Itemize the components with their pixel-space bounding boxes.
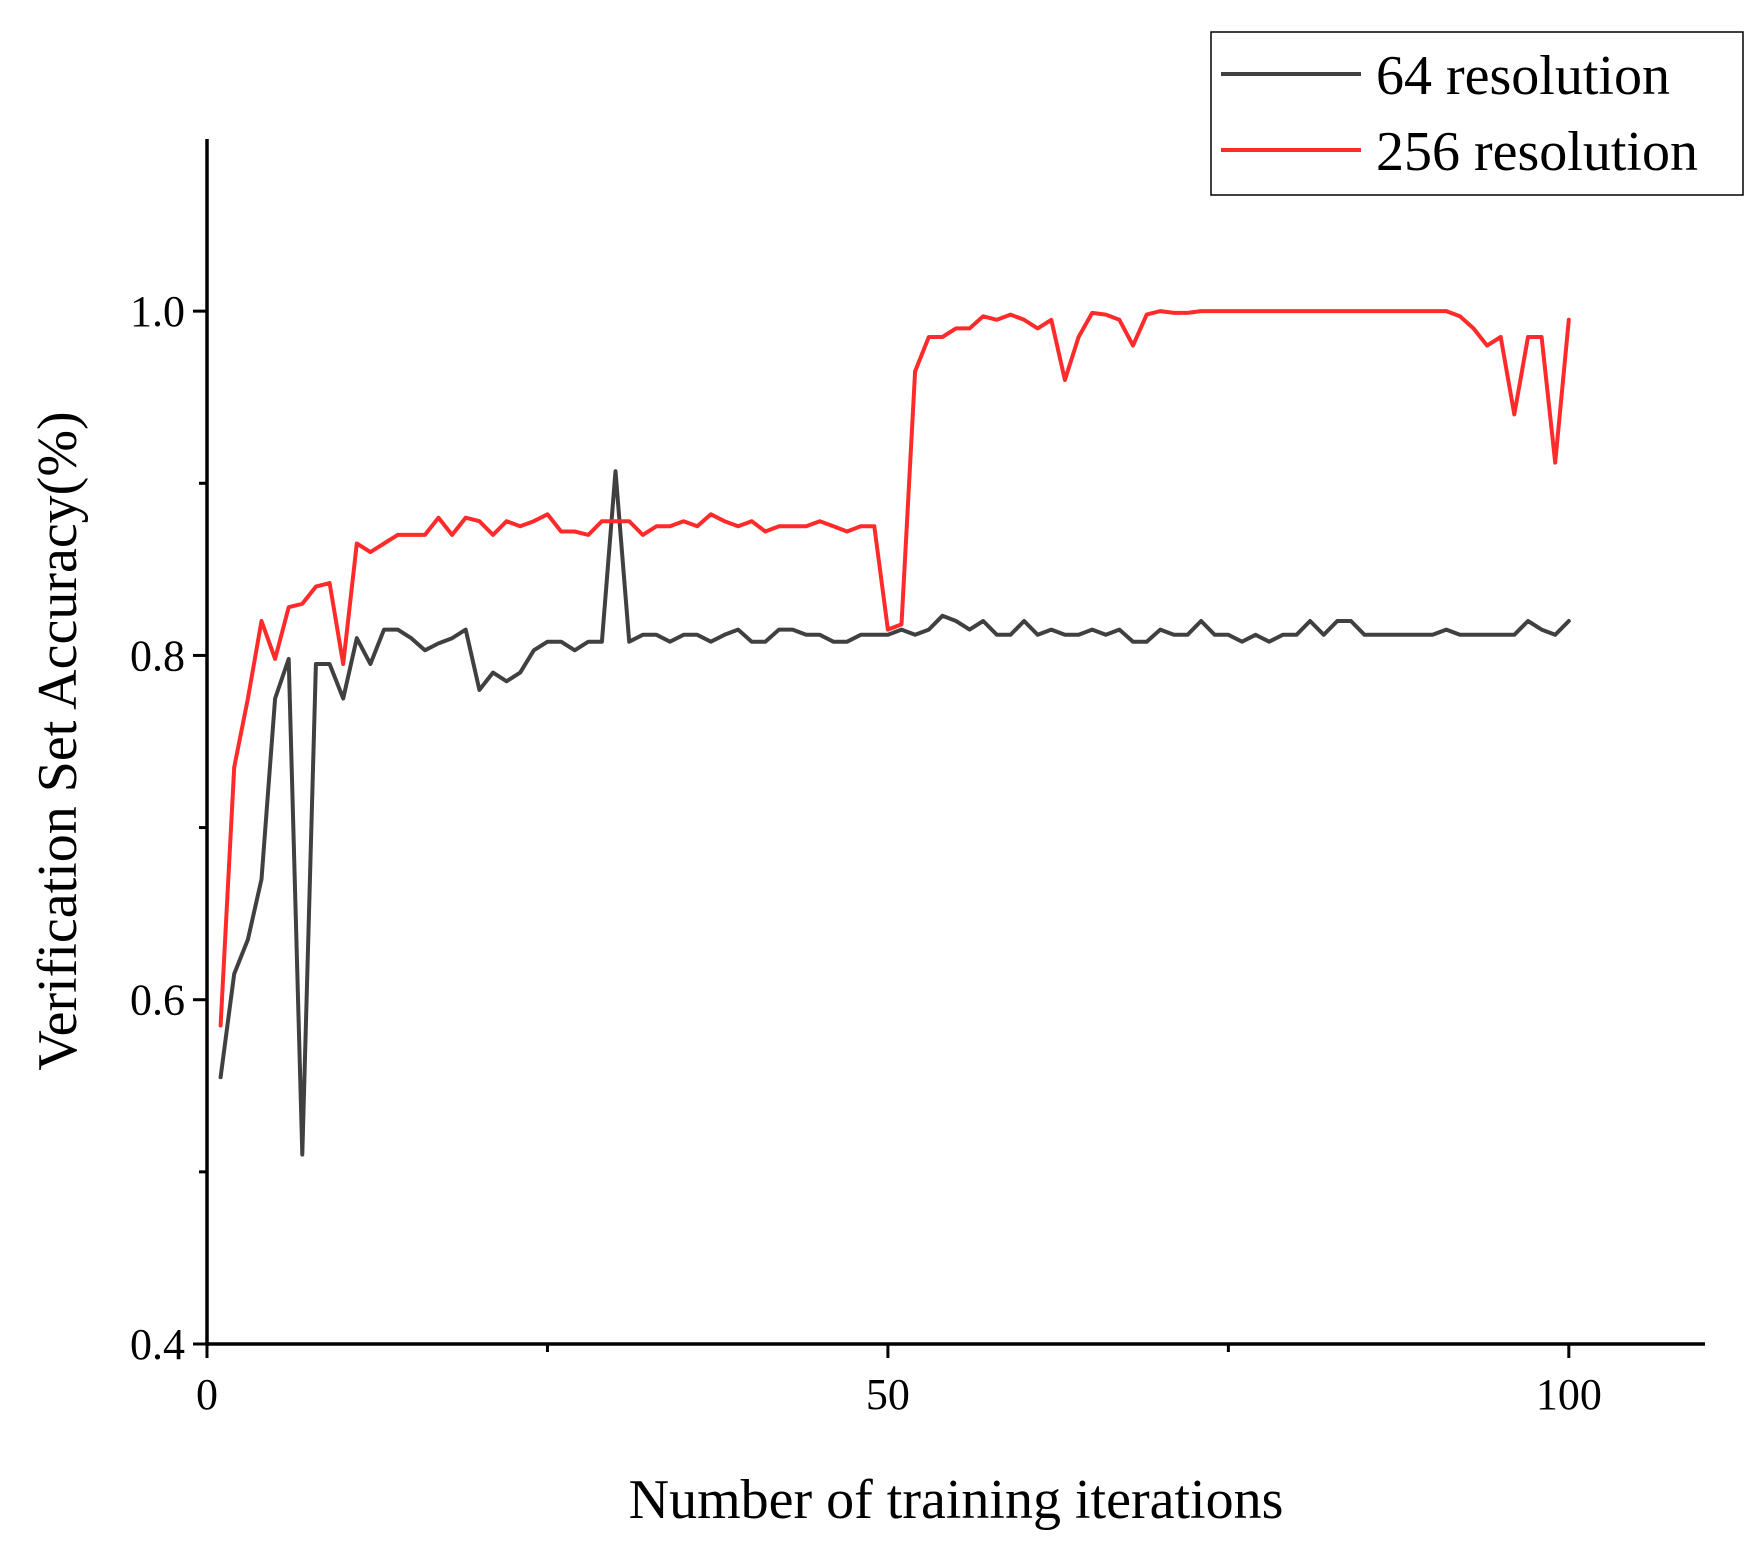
- y-tick-label-0.8: 0.8: [130, 631, 185, 680]
- ticks: 0 50 100 0.4 0.6 0.8 1.0: [130, 287, 1602, 1419]
- x-axis-title: Number of training iterations: [629, 1469, 1284, 1531]
- series-layer: [218, 309, 1571, 1157]
- legend-label-256-resolution: 256 resolution: [1376, 121, 1698, 183]
- legend: 64 resolution 256 resolution: [1210, 31, 1744, 196]
- series-line-256-resolution: [218, 309, 1571, 1028]
- x-tick-label-0: 0: [196, 1370, 218, 1419]
- axes: [205, 139, 1705, 1346]
- y-axis-title: Verification Set Accuracy(%): [27, 411, 89, 1070]
- x-tick-label-50: 50: [866, 1370, 910, 1419]
- y-tick-label-0.6: 0.6: [130, 976, 185, 1025]
- legend-label-64-resolution: 64 resolution: [1376, 45, 1670, 107]
- x-tick-label-100: 100: [1536, 1370, 1602, 1419]
- legend-box: [1210, 31, 1744, 196]
- y-tick-label-0.4: 0.4: [130, 1320, 185, 1369]
- y-tick-label-1: 1.0: [130, 287, 185, 336]
- series-line-64-resolution: [218, 469, 1571, 1157]
